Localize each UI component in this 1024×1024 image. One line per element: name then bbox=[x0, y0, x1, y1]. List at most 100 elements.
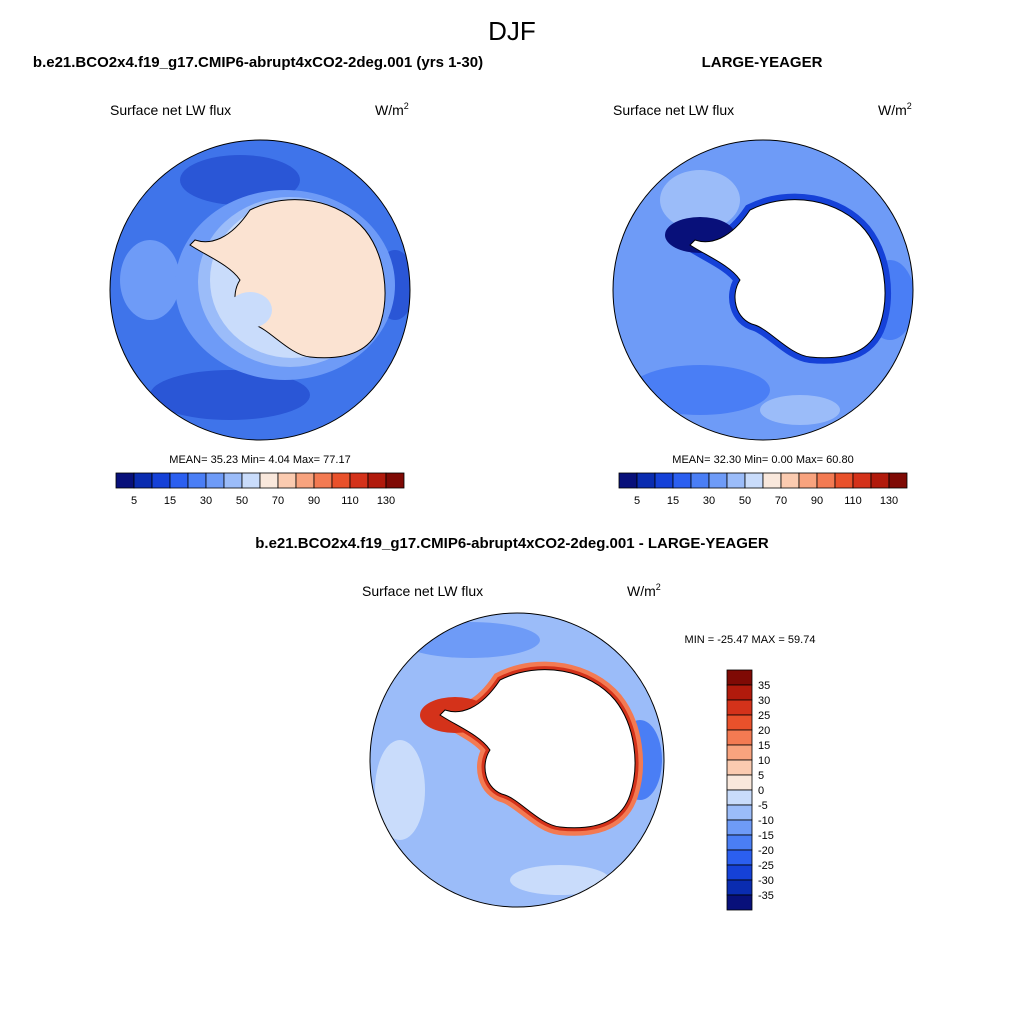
colorbar-box bbox=[870, 472, 890, 489]
map-border bbox=[612, 139, 914, 441]
stat: Min= bbox=[744, 454, 768, 466]
colorbar-label: 50 bbox=[739, 495, 751, 507]
stat: 0.00 bbox=[771, 454, 792, 466]
colorbar-box bbox=[888, 472, 908, 489]
colorbar-label: 30 bbox=[703, 495, 715, 507]
colorbar-label: -30 bbox=[758, 875, 774, 887]
colorbar-label: 110 bbox=[341, 495, 359, 507]
colorbar-label: 25 bbox=[758, 710, 770, 722]
colorbar-label: 130 bbox=[880, 495, 898, 507]
colorbar-box bbox=[241, 472, 261, 489]
map-border bbox=[109, 139, 411, 441]
colorbar-label: 30 bbox=[200, 495, 212, 507]
map-border bbox=[369, 612, 665, 908]
colorbar-label: 70 bbox=[775, 495, 787, 507]
colorbar-box bbox=[726, 789, 753, 806]
units-exponent: 2 bbox=[656, 582, 661, 592]
stat: MIN = bbox=[685, 634, 715, 646]
colorbar: 35 30 25 20 15 10 5 0 -5 -10 -15 -20 -25 -30 -35 bbox=[726, 669, 774, 911]
colorbar-box bbox=[726, 472, 746, 489]
colorbar-box bbox=[187, 472, 207, 489]
colorbar-box bbox=[331, 472, 351, 489]
colorbar-box bbox=[726, 729, 753, 746]
stat: -25.47 bbox=[717, 634, 748, 646]
units: W/m bbox=[627, 583, 656, 599]
stat: MEAN= bbox=[169, 454, 207, 466]
colorbar-label: -25 bbox=[758, 860, 774, 872]
colorbar-box bbox=[690, 472, 710, 489]
colorbar-box bbox=[169, 472, 189, 489]
colorbar-box bbox=[726, 879, 753, 896]
colorbar-box bbox=[726, 834, 753, 851]
colorbar-box bbox=[708, 472, 728, 489]
colorbar-label: 15 bbox=[164, 495, 176, 507]
variable-label: Surface net LW flux bbox=[110, 102, 231, 118]
map bbox=[110, 140, 410, 440]
stat: 77.17 bbox=[323, 454, 351, 466]
colorbar-box bbox=[277, 472, 297, 489]
units-label: W/m2 bbox=[878, 101, 912, 118]
colorbar-label: 5 bbox=[634, 495, 640, 507]
colorbar: 5 15 30 50 70 90 110 130 bbox=[115, 472, 405, 507]
colorbar-box bbox=[726, 699, 753, 716]
panel-title: LARGE-YEAGER bbox=[702, 54, 823, 71]
colorbar-label: 10 bbox=[758, 755, 770, 767]
stat: Max= bbox=[293, 454, 320, 466]
colorbar-box bbox=[726, 759, 753, 776]
colorbar-box bbox=[816, 472, 836, 489]
colorbar-label: 130 bbox=[377, 495, 395, 507]
colorbar-label: 30 bbox=[758, 695, 770, 707]
colorbar-box bbox=[636, 472, 656, 489]
colorbar-box bbox=[295, 472, 315, 489]
colorbar-label: 110 bbox=[844, 495, 862, 507]
colorbar-box bbox=[726, 774, 753, 791]
units-label: W/m2 bbox=[627, 582, 661, 599]
colorbar-box bbox=[726, 864, 753, 881]
colorbar-box bbox=[780, 472, 800, 489]
colorbar-box bbox=[726, 804, 753, 821]
stats: MEAN= 35.23 Min= 4.04 Max= 77.17 bbox=[169, 454, 350, 466]
stat: Min= bbox=[241, 454, 265, 466]
colorbar-box bbox=[726, 849, 753, 866]
colorbar-box bbox=[115, 472, 135, 489]
colorbar-label: 90 bbox=[811, 495, 823, 507]
variable-label: Surface net LW flux bbox=[613, 102, 734, 118]
colorbar-label: 0 bbox=[758, 785, 764, 797]
stat: 4.04 bbox=[268, 454, 289, 466]
panel-title: b.e21.BCO2x4.f19_g17.CMIP6-abrupt4xCO2-2… bbox=[33, 54, 483, 71]
colorbar-box bbox=[852, 472, 872, 489]
units: W/m bbox=[878, 102, 907, 118]
colorbar-box bbox=[205, 472, 225, 489]
colorbar-box bbox=[313, 472, 333, 489]
colorbar-label: -10 bbox=[758, 815, 774, 827]
colorbar-label: 90 bbox=[308, 495, 320, 507]
figure-title: DJF bbox=[488, 16, 536, 46]
units-label: W/m2 bbox=[375, 101, 409, 118]
colorbar-box bbox=[744, 472, 764, 489]
colorbar-box bbox=[726, 894, 753, 911]
colorbar-label: 20 bbox=[758, 725, 770, 737]
stats: MEAN= 32.30 Min= 0.00 Max= 60.80 bbox=[672, 454, 853, 466]
stat: 32.30 bbox=[714, 454, 742, 466]
colorbar-label: 15 bbox=[667, 495, 679, 507]
units: W/m bbox=[375, 102, 404, 118]
colorbar-box bbox=[726, 684, 753, 701]
panel-title: b.e21.BCO2x4.f19_g17.CMIP6-abrupt4xCO2-2… bbox=[255, 535, 769, 552]
colorbar-box bbox=[151, 472, 171, 489]
colorbar-box bbox=[385, 472, 405, 489]
stat: MEAN= bbox=[672, 454, 710, 466]
colorbar-box bbox=[259, 472, 279, 489]
colorbar-box bbox=[726, 744, 753, 761]
colorbar-label: 70 bbox=[272, 495, 284, 507]
colorbar-label: 5 bbox=[131, 495, 137, 507]
stat: 60.80 bbox=[826, 454, 854, 466]
colorbar-label: 50 bbox=[236, 495, 248, 507]
stat: MAX = bbox=[752, 634, 785, 646]
colorbar-box bbox=[798, 472, 818, 489]
colorbar-box bbox=[726, 669, 753, 686]
variable-label: Surface net LW flux bbox=[362, 583, 483, 599]
units-exponent: 2 bbox=[907, 101, 912, 111]
stat: 35.23 bbox=[211, 454, 239, 466]
stat: 59.74 bbox=[788, 634, 816, 646]
